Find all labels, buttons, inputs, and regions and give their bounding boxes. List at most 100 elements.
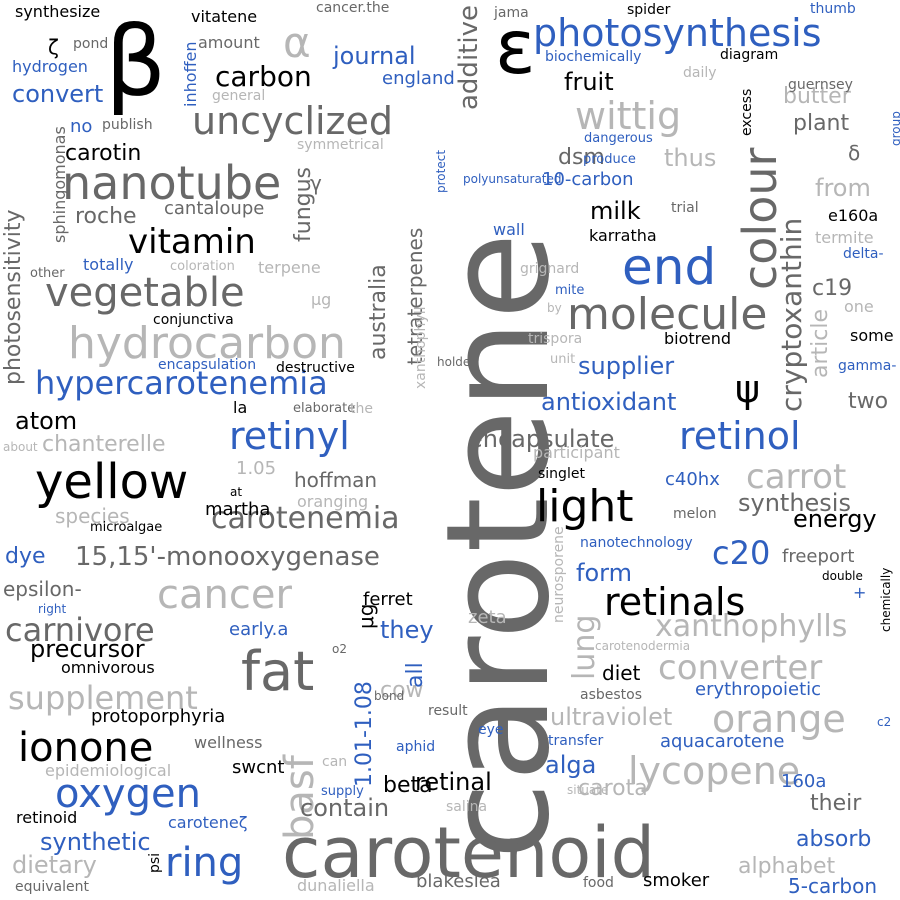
cloud-word: retinoid [16, 808, 78, 827]
cloud-word: 1.05 [236, 458, 277, 479]
cloud-word: retinals [604, 580, 746, 624]
cloud-word: double [822, 569, 863, 583]
cloud-word: end [622, 238, 717, 296]
cloud-word: contain [300, 794, 390, 822]
cloud-word: retinyl [229, 414, 350, 458]
cloud-word: spider [627, 2, 671, 18]
cloud-word: 1.01-1.08 [352, 681, 377, 787]
cloud-word: early.a [229, 619, 289, 640]
cloud-word: dsm [558, 145, 605, 170]
cloud-word: ε [495, 3, 536, 91]
cloud-word: carotenodermia [595, 639, 691, 653]
cloud-word: inhoffen [181, 41, 200, 107]
cloud-word: amount [198, 33, 260, 52]
cloud-word: atom [15, 407, 78, 435]
cloud-word: unit [550, 352, 576, 367]
cloud-word: retinal [415, 768, 492, 796]
cloud-word: journal [333, 42, 416, 70]
cloud-word: salina [446, 799, 488, 815]
cloud-word: symmetrical [297, 137, 384, 153]
cloud-word: sphingomonas [50, 126, 69, 243]
cloud-word: melon [673, 506, 717, 522]
cloud-word: + [853, 583, 867, 602]
cloud-word: cryptoxanthin [775, 217, 808, 412]
cloud-word: carbon [215, 60, 312, 93]
cloud-word: μg [311, 290, 332, 309]
cloud-word: totally [83, 255, 134, 274]
cloud-word: cantaloupe [164, 198, 265, 219]
cloud-word: carrot [746, 457, 847, 497]
cloud-word: ultraviolet [550, 703, 673, 731]
cloud-word: asbestos [580, 687, 643, 703]
cloud-word: molecule [567, 289, 768, 340]
cloud-word: α [283, 18, 311, 67]
cloud-word: hypercarotenemia [35, 364, 328, 402]
cloud-word: pond [73, 36, 109, 52]
cloud-word: alphabet [738, 854, 836, 879]
cloud-word: vitatene [191, 7, 258, 26]
cloud-word: terpene [258, 258, 321, 277]
cloud-word: can [322, 754, 348, 770]
cloud-word: diet [602, 661, 641, 685]
cloud-word: dye [5, 544, 46, 569]
cloud-word: species [55, 504, 130, 528]
cloud-word: neurosporene [551, 526, 567, 623]
cloud-word: the [350, 401, 373, 417]
cloud-word: roche [75, 204, 137, 229]
cloud-word: γ [310, 171, 322, 195]
cloud-word: aphid [396, 739, 436, 755]
cloud-word: nanotechnology [580, 535, 693, 551]
cloud-word: fat [241, 640, 315, 703]
cloud-word: delta- [843, 246, 884, 262]
cloud-word: convert [12, 80, 104, 108]
cloud-word: jama [494, 5, 529, 21]
cloud-word: mite [555, 283, 585, 298]
cloud-word: omnivorous [61, 658, 155, 677]
cloud-word: about [3, 440, 38, 454]
cloud-word: termite [815, 228, 874, 247]
cloud-word: two [848, 389, 889, 414]
cloud-word: they [380, 616, 434, 644]
cloud-word: xanthophyll [413, 306, 429, 390]
cloud-word: light [536, 481, 634, 532]
cloud-word: β [105, 6, 167, 118]
cloud-word: participant [533, 443, 620, 462]
cloud-word: smoker [643, 870, 710, 891]
cloud-word: elaborate [293, 401, 356, 416]
cloud-word: some [850, 326, 894, 345]
cloud-word: wittig [575, 94, 682, 138]
cloud-word: butter [783, 84, 851, 109]
cloud-word: e160a [828, 206, 879, 225]
cloud-word: protoporphyria [91, 706, 226, 727]
cloud-word: carotin [65, 141, 142, 166]
cloud-word: form [576, 559, 632, 587]
cloud-word: caroteneζ [168, 813, 248, 832]
cloud-word: o2 [332, 642, 347, 656]
cloud-word: microalgae [90, 520, 163, 535]
cloud-word: zeta [468, 607, 507, 628]
cloud-word: orange [712, 697, 846, 741]
cloud-word: beta [383, 773, 433, 798]
cloud-word: encapsulate [468, 425, 615, 453]
cloud-word: all [403, 662, 428, 688]
cloud-word: conjunctiva [153, 312, 234, 328]
cloud-word: thumb [810, 1, 856, 17]
cloud-word: from [815, 174, 871, 202]
cloud-word: wall [493, 220, 525, 239]
cloud-word: milk [590, 197, 641, 225]
cloud-word: epsilon- [3, 577, 82, 601]
cloud-word: synthetic [40, 828, 151, 856]
cloud-word: one [844, 297, 874, 316]
cloud-word: synthesis [738, 489, 851, 517]
cloud-word: chanterelle [42, 432, 166, 457]
cloud-word: biotrend [664, 329, 732, 348]
cloud-word: μg [354, 603, 378, 629]
cloud-word: photosensitivity [1, 209, 26, 385]
cloud-word: no [70, 116, 93, 137]
cloud-word: c19 [812, 276, 853, 301]
cloud-word: biochemically [545, 49, 642, 65]
cloud-word: vitamin [128, 222, 256, 262]
cloud-word: xanthophylls [655, 609, 848, 644]
cloud-word: erythropoietic [695, 679, 822, 700]
